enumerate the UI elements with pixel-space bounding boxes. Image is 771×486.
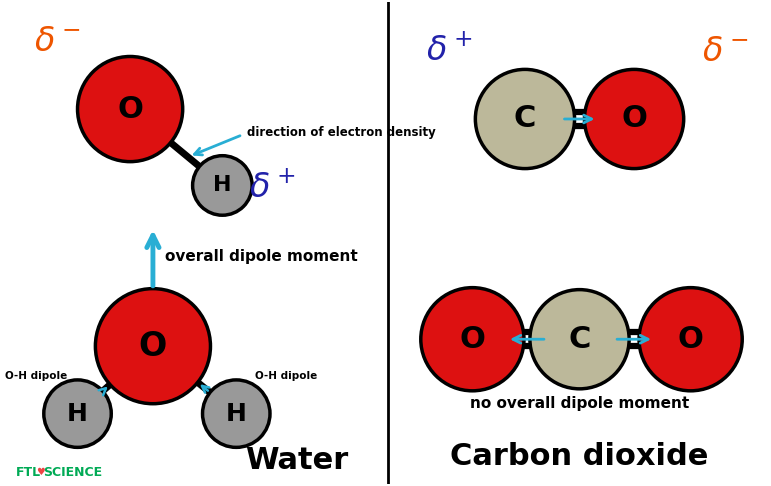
Text: H: H [226,401,247,426]
Text: $\delta^+$: $\delta^+$ [426,35,473,68]
Text: $\delta^-$: $\delta^-$ [702,35,749,68]
Text: direction of electron density: direction of electron density [247,126,436,139]
Text: SCIENCE: SCIENCE [43,466,102,479]
Text: O-H dipole: O-H dipole [254,371,317,381]
Ellipse shape [78,56,183,162]
Text: FTL: FTL [16,466,41,479]
Text: $\delta^-$: $\delta^-$ [35,26,81,58]
Text: Carbon dioxide: Carbon dioxide [450,442,709,471]
Ellipse shape [193,156,252,215]
Text: overall dipole moment: overall dipole moment [165,249,358,264]
Ellipse shape [476,69,574,169]
Text: H: H [213,175,231,195]
Text: O: O [678,325,704,354]
Ellipse shape [421,288,524,391]
Text: O: O [621,104,647,134]
Text: C: C [568,325,591,354]
Text: C: C [513,104,536,134]
Text: O-H dipole: O-H dipole [5,371,67,381]
Text: H: H [67,401,88,426]
Text: $\delta^+$: $\delta^+$ [249,172,295,205]
Ellipse shape [584,69,684,169]
Text: ♥: ♥ [36,467,45,477]
Text: no overall dipole moment: no overall dipole moment [470,396,689,411]
Text: O: O [460,325,485,354]
Ellipse shape [530,290,629,389]
Text: Water: Water [245,446,348,475]
Ellipse shape [44,380,111,448]
Text: O: O [139,330,167,363]
Ellipse shape [639,288,742,391]
Text: O: O [117,95,143,123]
Ellipse shape [203,380,270,448]
Ellipse shape [96,289,210,404]
